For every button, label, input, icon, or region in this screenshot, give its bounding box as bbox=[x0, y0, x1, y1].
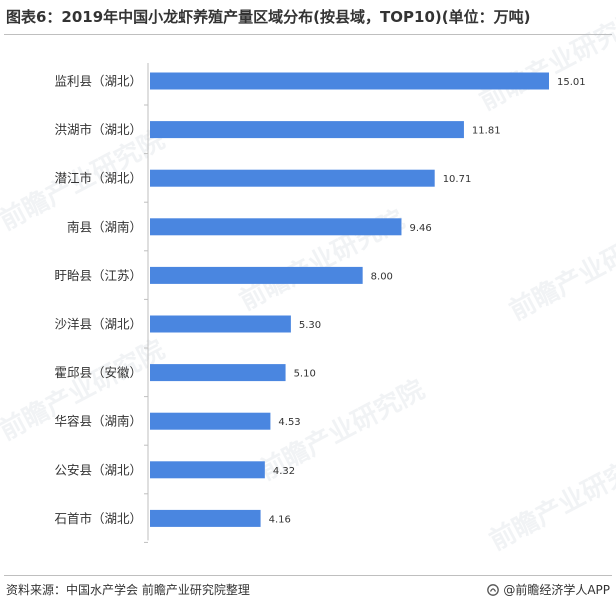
source-note: 资料来源：中国水产学会 前瞻产业研究院整理 bbox=[6, 583, 250, 597]
category-label: 公安县（湖北） bbox=[54, 462, 142, 477]
category-label: 监利县（湖北） bbox=[54, 74, 142, 89]
bar bbox=[150, 364, 286, 382]
value-label: 15.01 bbox=[557, 77, 586, 88]
value-label: 4.32 bbox=[273, 466, 295, 477]
category-label: 华容县（湖南） bbox=[54, 414, 142, 429]
chart-title: 图表6：2019年中国小龙虾养殖产量区域分布(按县域，TOP10)(单位：万吨) bbox=[6, 8, 531, 26]
credit-text: @前瞻经济学人APP bbox=[503, 583, 610, 597]
credit: @前瞻经济学人APP bbox=[487, 581, 610, 598]
category-label: 南县（湖南） bbox=[67, 219, 142, 234]
bar bbox=[150, 412, 271, 430]
footer-divider bbox=[4, 575, 612, 576]
category-label: 洪湖市（湖北） bbox=[54, 122, 142, 137]
category-label: 霍邱县（安徽） bbox=[54, 365, 142, 380]
bar bbox=[150, 169, 435, 187]
bar bbox=[150, 461, 265, 479]
category-label: 沙洋县（湖北） bbox=[54, 317, 142, 332]
value-label: 4.16 bbox=[269, 514, 291, 525]
bar-chart: 监利县（湖北） 15.01 洪湖市（湖北） 11.81 潜江市（湖北） 10.71 南县（湖… bbox=[54, 63, 586, 543]
bar bbox=[150, 121, 464, 139]
value-label: 5.30 bbox=[299, 320, 321, 331]
bar bbox=[150, 315, 291, 333]
value-label: 8.00 bbox=[371, 271, 393, 282]
value-label: 5.10 bbox=[294, 369, 316, 380]
bar bbox=[150, 72, 549, 90]
value-label: 11.81 bbox=[472, 126, 501, 137]
category-label: 潜江市（湖北） bbox=[54, 171, 142, 186]
value-label: 4.53 bbox=[278, 417, 300, 428]
bar bbox=[150, 509, 261, 527]
value-label: 9.46 bbox=[409, 223, 431, 234]
category-label: 石首市（湖北） bbox=[54, 511, 142, 526]
bar bbox=[150, 218, 402, 236]
value-label: 10.71 bbox=[443, 174, 472, 185]
title-divider bbox=[4, 34, 612, 35]
category-label: 盱眙县（江苏） bbox=[54, 268, 142, 283]
bar bbox=[150, 266, 363, 284]
qianzhan-logo-icon bbox=[487, 583, 500, 596]
